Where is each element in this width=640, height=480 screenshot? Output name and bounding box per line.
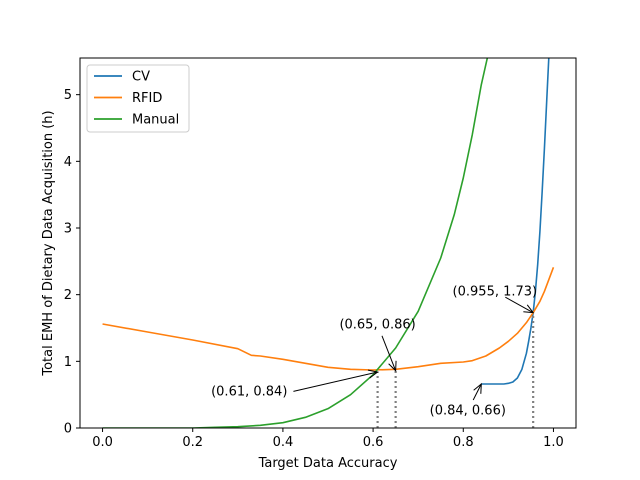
series-line-manual	[102, 58, 489, 428]
annotation-arrowhead	[473, 382, 482, 394]
legend-label-cv: CV	[132, 70, 150, 85]
series-line-cv	[481, 58, 550, 385]
y-tick-label: 3	[64, 222, 72, 237]
x-axis-label: Target Data Accuracy	[258, 456, 398, 471]
annotations: (0.61, 0.84) (0.65, 0.86) (0.955, 1.73) (0.…	[211, 284, 537, 418]
annotation-label: (0.955, 1.73)	[453, 284, 538, 299]
annotation-arrowhead	[388, 360, 397, 372]
legend-box	[86, 64, 190, 133]
annotation-arrow	[472, 383, 482, 401]
series-line-rfid	[102, 267, 555, 371]
y-axis-label: Total EMH of Dietary Data Acquisition (h…	[41, 110, 56, 376]
x-axis-ticks: 0.0 0.2 0.4 0.6 0.8 1.0	[92, 428, 564, 450]
legend-label-manual: Manual	[132, 113, 179, 128]
dotted-reference-lines	[376, 312, 535, 428]
y-tick-label: 4	[64, 155, 72, 170]
y-tick-label: 0	[64, 422, 72, 437]
x-tick-label: 0.4	[273, 435, 294, 450]
annotation-arrowhead	[523, 304, 535, 314]
annotation-label: (0.61, 0.84)	[211, 384, 287, 399]
annotation-label: (0.65, 0.86)	[339, 318, 415, 333]
y-axis-ticks: 0 1 2 3 4 5	[64, 88, 80, 437]
x-tick-label: 0.6	[363, 435, 384, 450]
y-tick-label: 1	[64, 355, 72, 370]
x-tick-label: 1.0	[543, 435, 564, 450]
x-tick-label: 0.8	[453, 435, 474, 450]
legend-label-rfid: RFID	[132, 91, 162, 106]
annotation-label: (0.84, 0.66)	[430, 404, 506, 419]
x-tick-label: 0.0	[92, 435, 113, 450]
y-tick-label: 5	[64, 88, 72, 103]
y-tick-label: 2	[64, 288, 72, 303]
annotation-arrow	[293, 371, 378, 392]
plot-frame	[79, 57, 577, 429]
legend: CV RFID Manual	[86, 64, 190, 133]
series-layer	[102, 58, 555, 428]
annotation-arrow	[505, 296, 534, 314]
x-tick-label: 0.2	[182, 435, 203, 450]
annotation-arrowhead	[367, 369, 379, 379]
annotation-arrow	[381, 335, 397, 371]
